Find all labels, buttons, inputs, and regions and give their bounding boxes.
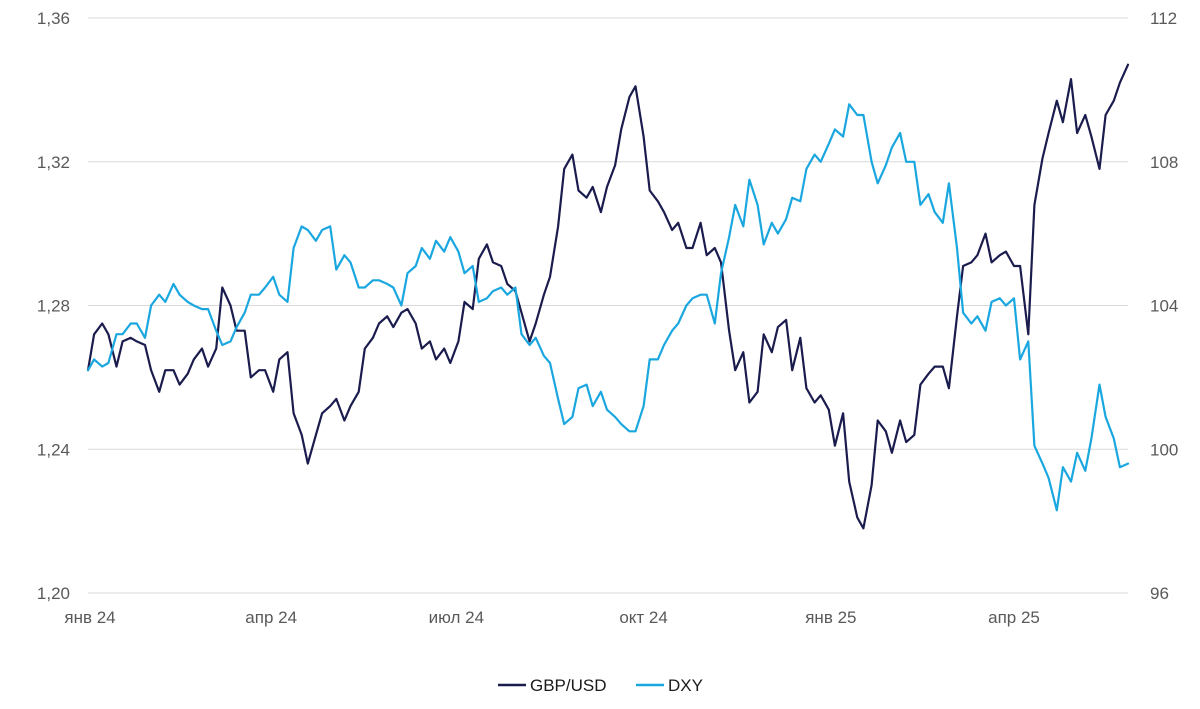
y-right-tick-label: 104: [1150, 297, 1178, 316]
x-tick-label: янв 24: [64, 608, 115, 627]
y-left-tick-label: 1,28: [37, 297, 70, 316]
x-tick-label: окт 24: [619, 608, 668, 627]
legend-item: DXY: [636, 676, 703, 695]
legend-item: GBP/USD: [498, 676, 607, 695]
y-left-tick-label: 1,32: [37, 153, 70, 172]
y-right-tick-label: 108: [1150, 153, 1178, 172]
x-tick-label: апр 24: [245, 608, 297, 627]
y-right-tick-label: 112: [1150, 9, 1177, 28]
series-lines: [86, 63, 1130, 530]
gridlines: [88, 17, 1128, 594]
legend-label: GBP/USD: [530, 676, 607, 695]
series-line-gbp-usd: [86, 63, 1130, 530]
series-line-dxy: [86, 103, 1130, 512]
y-left-tick-label: 1,20: [37, 584, 70, 603]
legend: GBP/USD DXY: [498, 676, 703, 695]
y-axis-left: 1,20 1,24 1,28 1,32 1,36: [37, 9, 70, 603]
y-axis-right: 96 100 104 108 112: [1150, 9, 1178, 603]
y-left-tick-label: 1,36: [37, 9, 70, 28]
y-right-tick-label: 100: [1150, 440, 1178, 459]
x-axis: янв 24 апр 24 июл 24 окт 24 янв 25 апр 25: [64, 608, 1040, 627]
y-right-tick-label: 96: [1150, 584, 1169, 603]
x-tick-label: янв 25: [805, 608, 856, 627]
legend-label: DXY: [668, 676, 703, 695]
y-left-tick-label: 1,24: [37, 440, 70, 459]
x-tick-label: июл 24: [429, 608, 484, 627]
x-tick-label: апр 25: [988, 608, 1040, 627]
